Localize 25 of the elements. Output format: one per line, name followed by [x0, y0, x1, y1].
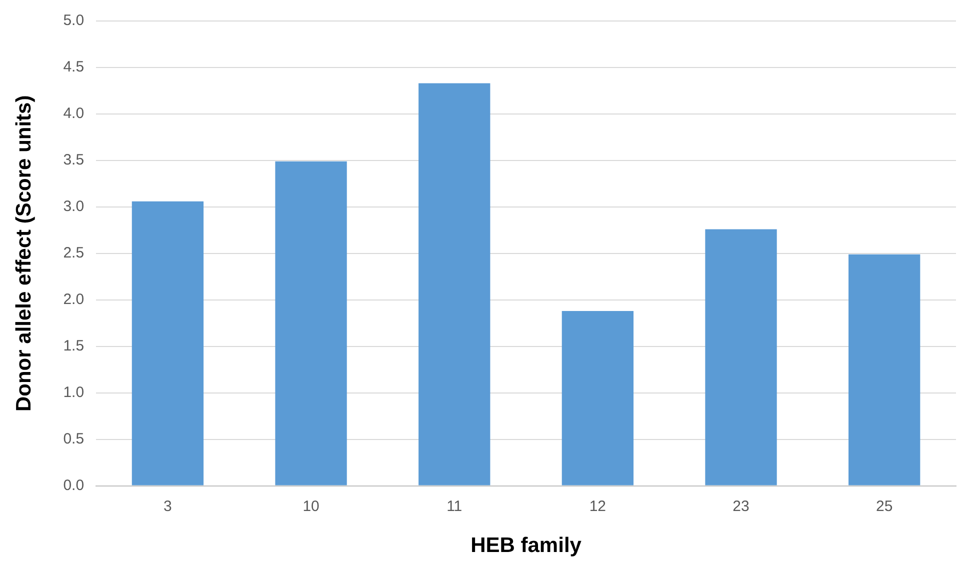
x-tick-label: 10: [302, 498, 320, 515]
y-axis-title: Donor allele effect (Score units): [12, 95, 36, 412]
bar: [705, 229, 777, 486]
y-tick-label: 0.5: [63, 430, 84, 448]
y-tick-label: 2.5: [63, 244, 84, 262]
x-tick-label: 23: [732, 498, 750, 515]
y-tick-label: 3.5: [63, 152, 84, 169]
y-tick-label: 4.5: [63, 58, 84, 76]
x-tick-label: 3: [164, 498, 172, 515]
x-axis-title: HEB family: [470, 534, 582, 558]
y-tick-label: 0.0: [63, 476, 84, 494]
y-tick-label: 3.0: [63, 198, 84, 216]
y-tick-label: 2.0: [63, 291, 84, 308]
bar: [275, 161, 347, 486]
y-tick-label: 4.0: [63, 105, 84, 122]
y-tick-label: 1.0: [63, 384, 84, 401]
x-tick-label: 11: [446, 498, 462, 515]
bar: [848, 254, 920, 486]
y-tick-label: 1.5: [63, 338, 84, 354]
x-tick-label: 12: [589, 498, 606, 515]
y-tick-label: 5.0: [63, 12, 84, 30]
bar: [562, 311, 634, 486]
x-tick-label: 25: [876, 498, 893, 515]
bar: [418, 83, 490, 486]
bar: [132, 201, 204, 486]
